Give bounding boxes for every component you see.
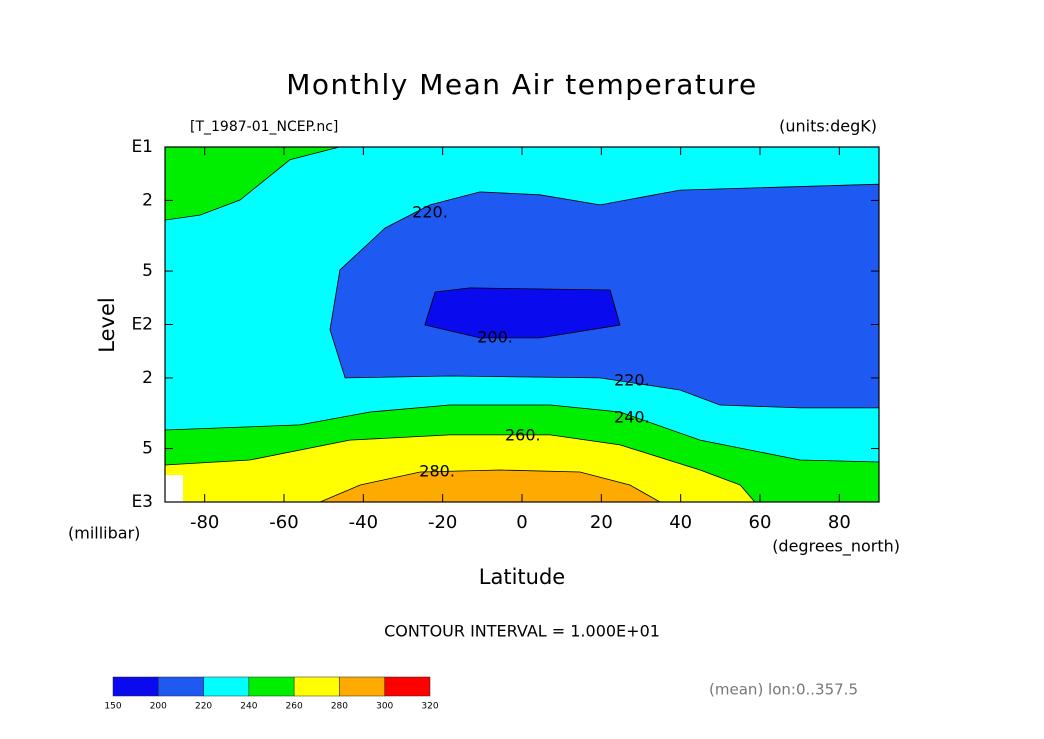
contour-label: 200. xyxy=(477,327,513,346)
colorbar-swatch xyxy=(112,676,159,697)
footer: CONTOUR INTERVAL = 1.000E+01 xyxy=(384,622,660,641)
colorbar: 150 200 220 240 260 280 300 320 xyxy=(104,676,439,712)
colorbar-label: 150 xyxy=(104,702,121,712)
contour-region xyxy=(424,287,621,339)
y-tick-label: E2 xyxy=(131,315,153,335)
x-tick-label: -60 xyxy=(269,512,298,533)
y-tick-label: 5 xyxy=(142,439,153,459)
x-tick-label: 80 xyxy=(828,512,851,533)
colorbar-swatch xyxy=(158,676,204,697)
file-label: [T_1987-01_NCEP.nc] xyxy=(190,119,338,135)
colorbar-swatch xyxy=(203,676,250,697)
x-tick-label: 60 xyxy=(749,512,772,533)
x-tick-label: 40 xyxy=(669,512,692,533)
contour-region xyxy=(319,469,662,503)
x-tick-label: -20 xyxy=(428,512,457,533)
x-units: (degrees_north) xyxy=(772,537,900,557)
colorbar-label: 200 xyxy=(150,702,167,712)
chart-title: Monthly Mean Air temperature xyxy=(286,68,758,101)
missing-data xyxy=(165,475,183,502)
units-label: (units:degK) xyxy=(779,117,877,136)
contour-label: 240. xyxy=(614,407,650,426)
y-tick-label: 2 xyxy=(142,190,153,210)
x-tick-label: -80 xyxy=(190,512,219,533)
y-tick-label: 2 xyxy=(142,368,153,388)
contour-labels: 220. 200. 220. 240. 260. 280. xyxy=(412,202,650,480)
contour-label: 260. xyxy=(505,426,541,445)
x-tick-label: 0 xyxy=(516,512,527,533)
colorbar-swatch xyxy=(293,676,340,697)
x-tick-label: -40 xyxy=(349,512,378,533)
colorbar-label: 240 xyxy=(240,702,257,712)
colorbar-label: 320 xyxy=(421,702,438,712)
contour-label: 220. xyxy=(412,202,448,221)
colorbar-label: 220 xyxy=(195,702,212,712)
colorbar-label: 260 xyxy=(286,702,303,712)
y-tick-label: E3 xyxy=(131,492,153,512)
y-tick-label: E1 xyxy=(131,137,153,157)
y-units: (millibar) xyxy=(68,524,140,543)
x-tick-label: 20 xyxy=(590,512,613,533)
colorbar-label: 300 xyxy=(376,702,393,712)
y-tick-label: 5 xyxy=(142,261,153,281)
note: (mean) lon:0..357.5 xyxy=(709,681,858,699)
colorbar-swatch xyxy=(384,676,431,697)
colorbar-swatch xyxy=(339,676,385,697)
x-axis-label: Latitude xyxy=(479,565,565,589)
colorbar-swatch xyxy=(248,676,295,697)
y-axis-label: Level xyxy=(95,297,119,352)
contour-label: 280. xyxy=(419,462,455,481)
contour-label: 220. xyxy=(614,370,650,389)
colorbar-label: 280 xyxy=(331,702,348,712)
contour-fill xyxy=(164,146,880,503)
